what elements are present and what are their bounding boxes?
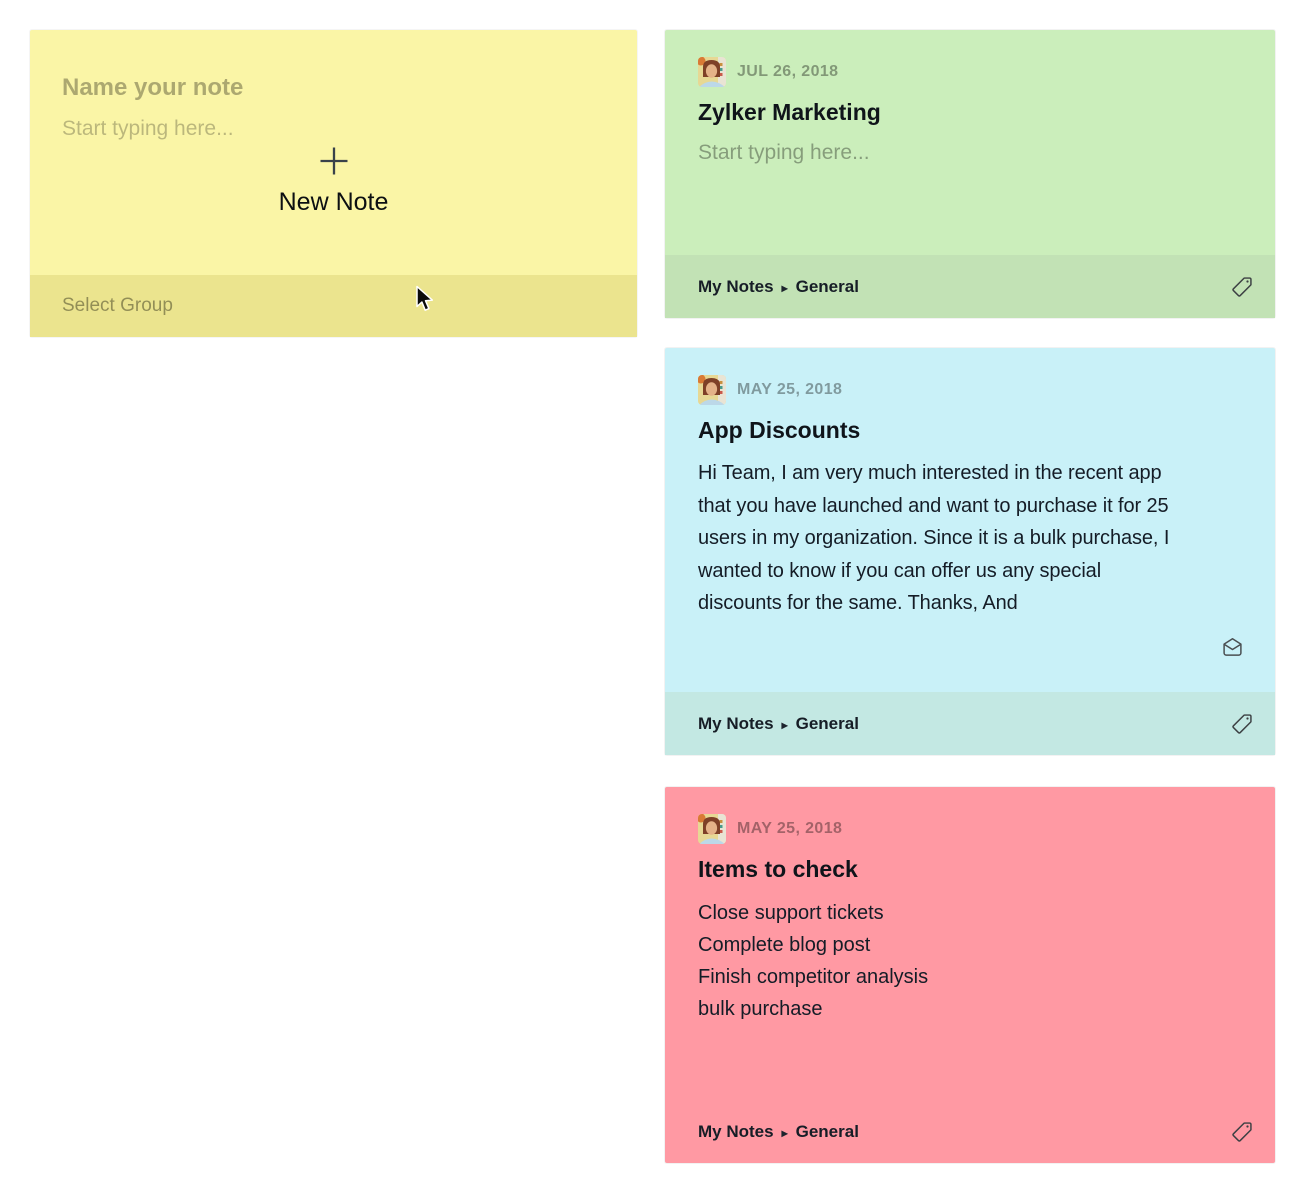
new-note-label: New Note — [278, 188, 389, 216]
breadcrumb-separator-icon: ▸ — [781, 1125, 788, 1140]
select-group-bar[interactable]: Select Group — [30, 275, 637, 337]
tag-icon[interactable] — [1231, 276, 1253, 298]
breadcrumb-group[interactable]: My Notes — [698, 1121, 774, 1141]
new-note-card[interactable]: Name your note Start typing here... New … — [30, 30, 637, 337]
select-group-label: Select Group — [62, 295, 173, 316]
note-name-placeholder: Name your note — [62, 74, 244, 101]
note-header: JUL 26, 2018 — [698, 57, 1242, 87]
note-date: JUL 26, 2018 — [737, 63, 839, 80]
new-note-button[interactable]: New Note — [30, 142, 637, 217]
envelope-icon[interactable] — [1220, 635, 1245, 664]
breadcrumb: My Notes ▸ General — [698, 714, 1231, 734]
breadcrumb-subgroup[interactable]: General — [795, 276, 859, 296]
plus-icon — [320, 147, 347, 175]
checklist-item: Complete blog post — [698, 934, 871, 956]
checklist-item: bulk purchase — [698, 998, 823, 1020]
note-footer: My Notes ▸ General — [665, 255, 1275, 318]
breadcrumb-separator-icon: ▸ — [781, 717, 788, 732]
note-card-zylker-marketing[interactable]: JUL 26, 2018 Zylker Marketing Start typi… — [665, 30, 1275, 318]
note-body-placeholder: Start typing here... — [62, 117, 234, 140]
note-footer: My Notes ▸ General — [665, 1100, 1275, 1163]
checklist-item: Finish competitor analysis — [698, 966, 929, 988]
breadcrumb-separator-icon: ▸ — [781, 280, 788, 295]
checklist-item: Close support tickets — [698, 902, 884, 924]
note-card-items-to-check[interactable]: MAY 25, 2018 Items to check Close suppor… — [665, 787, 1275, 1163]
note-date: MAY 25, 2018 — [737, 381, 843, 398]
author-avatar — [698, 814, 726, 844]
tag-icon[interactable] — [1231, 713, 1253, 735]
note-title: Items to check — [698, 856, 858, 882]
note-title: Zylker Marketing — [698, 99, 881, 125]
breadcrumb-subgroup[interactable]: General — [795, 713, 859, 733]
note-header: MAY 25, 2018 — [698, 814, 1242, 844]
author-avatar — [698, 375, 726, 405]
note-header: MAY 25, 2018 — [698, 375, 1242, 405]
note-card-app-discounts[interactable]: MAY 25, 2018 App Discounts Hi Team, I am… — [665, 348, 1275, 755]
breadcrumb: My Notes ▸ General — [698, 1122, 1231, 1142]
note-date: MAY 25, 2018 — [737, 820, 843, 837]
breadcrumb-group[interactable]: My Notes — [698, 713, 774, 733]
note-footer: My Notes ▸ General — [665, 692, 1275, 755]
breadcrumb-group[interactable]: My Notes — [698, 276, 774, 296]
note-body-placeholder: Start typing here... — [698, 141, 870, 164]
note-body: Hi Team, I am very much interested in th… — [698, 462, 1170, 614]
tag-icon[interactable] — [1231, 1121, 1253, 1143]
breadcrumb-subgroup[interactable]: General — [795, 1121, 859, 1141]
note-checklist: Close support tickets Complete blog post… — [698, 897, 1242, 1025]
note-title: App Discounts — [698, 417, 861, 443]
author-avatar — [698, 57, 726, 87]
breadcrumb: My Notes ▸ General — [698, 277, 1231, 297]
